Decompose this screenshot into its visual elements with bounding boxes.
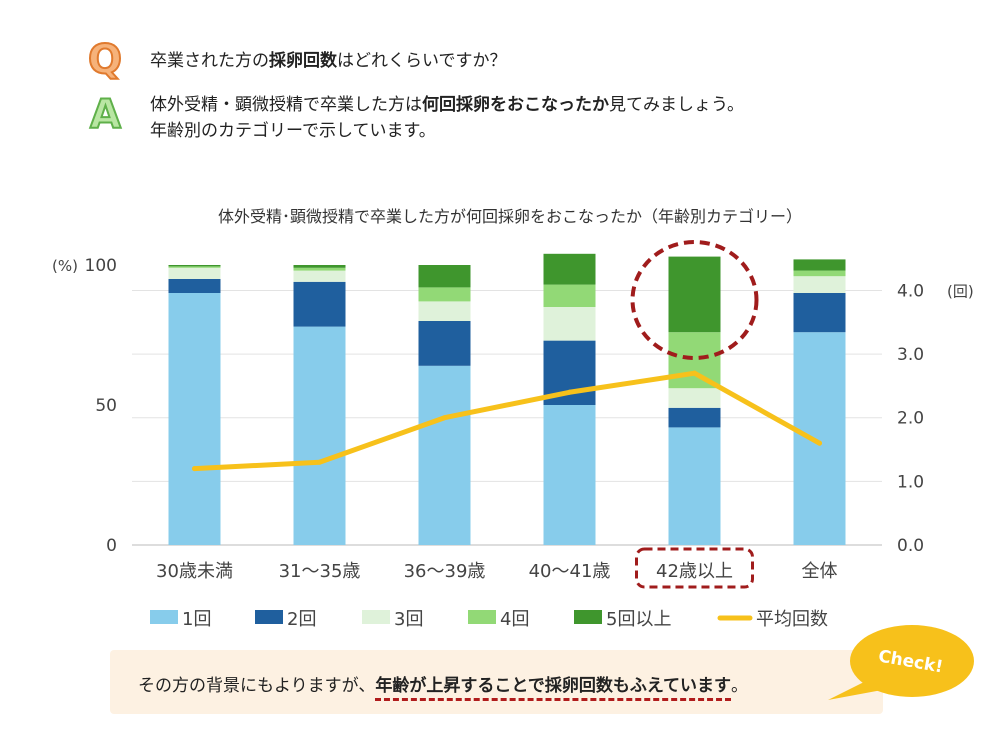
category-label: 40～41歳 bbox=[529, 561, 611, 582]
category-label: 全体 bbox=[802, 561, 838, 582]
note-emphasis: 年齢が上昇することで採卵回数もふえています bbox=[375, 676, 731, 701]
bar-segment bbox=[793, 332, 846, 545]
category-label: 42歳以上 bbox=[656, 561, 733, 582]
category-label: 31～35歳 bbox=[279, 561, 361, 582]
average-point bbox=[567, 389, 572, 395]
bar-segment bbox=[293, 267, 346, 271]
bar-segment bbox=[418, 265, 471, 288]
average-point bbox=[817, 440, 822, 446]
bar-segment bbox=[793, 276, 846, 293]
legend-label: 4回 bbox=[500, 609, 529, 630]
right-tick-label: 4.0 bbox=[897, 281, 924, 301]
bar-segment bbox=[168, 293, 221, 545]
bar-segment bbox=[168, 267, 221, 279]
bar-segment bbox=[668, 407, 721, 428]
average-point bbox=[317, 459, 322, 465]
legend-label: 1回 bbox=[182, 609, 211, 630]
check-bubble-shape bbox=[850, 625, 974, 697]
average-point bbox=[442, 415, 447, 421]
a-icon: A bbox=[89, 92, 122, 138]
category-highlight-box bbox=[635, 547, 754, 589]
bar-segment bbox=[168, 266, 221, 268]
legend-swatch bbox=[255, 610, 283, 624]
bar-segment bbox=[543, 405, 596, 545]
legend-swatch bbox=[468, 610, 496, 624]
right-tick-label: 3.0 bbox=[897, 345, 924, 365]
question-text: 卒業された方の採卵回数はどれくらいですか？ bbox=[150, 48, 507, 74]
bar-segment bbox=[668, 256, 721, 333]
legend-label: 3回 bbox=[394, 609, 423, 630]
left-tick-label: 100 bbox=[85, 256, 117, 276]
left-axis-unit: (%) bbox=[52, 257, 78, 275]
bar-segment bbox=[168, 265, 221, 267]
note-box bbox=[110, 650, 883, 714]
bar-segment bbox=[293, 265, 346, 268]
average-line bbox=[192, 370, 822, 472]
left-tick-label: 50 bbox=[95, 396, 117, 416]
legend-label: 平均回数 bbox=[756, 609, 828, 630]
bar-segment bbox=[668, 332, 721, 389]
bar-segment bbox=[418, 365, 471, 545]
right-axis-unit: (回) bbox=[947, 282, 974, 300]
q-icon: Q bbox=[87, 37, 123, 83]
top-segment-highlight-circle bbox=[630, 240, 759, 360]
question-bold: 採卵回数 bbox=[269, 51, 337, 71]
answer-text: 体外受精・顕微授精で卒業した方は何回採卵をおこなったか見てみましょう。 年齢別の… bbox=[150, 92, 744, 144]
average-point bbox=[692, 370, 697, 376]
bar-segment bbox=[293, 270, 346, 282]
bar-segment bbox=[418, 287, 471, 302]
legend-label: 2回 bbox=[287, 609, 316, 630]
answer-line2: 年齢別のカテゴリーで示しています。 bbox=[150, 121, 436, 141]
bar-segment bbox=[293, 326, 346, 545]
note-text: その方の背景にもよりますが、年齢が上昇することで採卵回数もふえています。 bbox=[138, 674, 748, 701]
bar-segment bbox=[793, 270, 846, 277]
category-label: 36～39歳 bbox=[404, 561, 486, 582]
bar-segment bbox=[668, 388, 721, 408]
bar-segment bbox=[418, 301, 471, 321]
legend-swatch bbox=[362, 610, 390, 624]
average-point bbox=[192, 466, 197, 472]
right-tick-label: 0.0 bbox=[897, 536, 924, 556]
legend-swatch bbox=[150, 610, 178, 624]
answer-line1-after: 見てみましょう。 bbox=[609, 95, 744, 115]
check-bubble-tail bbox=[828, 680, 882, 700]
right-tick-label: 2.0 bbox=[897, 409, 924, 429]
bar-segment bbox=[543, 253, 596, 285]
answer-line1-before: 体外受精・顕微授精で卒業した方は bbox=[150, 95, 422, 115]
note-before: その方の背景にもよりますが、 bbox=[138, 676, 376, 696]
answer-line1-bold: 何回採卵をおこなったか bbox=[422, 95, 609, 115]
right-tick-label: 1.0 bbox=[897, 472, 924, 492]
bar-segment bbox=[168, 279, 221, 293]
chart-title: 体外受精･顕微授精で卒業した方が何回採卵をおこなったか（年齢別カテゴリー） bbox=[218, 207, 802, 226]
bar-segment bbox=[418, 321, 471, 366]
question-after: はどれくらいですか？ bbox=[337, 51, 507, 71]
legend-label: 5回以上 bbox=[606, 609, 671, 630]
legend-swatch bbox=[574, 610, 602, 624]
bar-segment bbox=[793, 293, 846, 333]
bar-segment bbox=[668, 427, 721, 545]
note-after: 。 bbox=[730, 676, 748, 696]
left-tick-label: 0 bbox=[106, 536, 117, 556]
bar-segment bbox=[293, 281, 346, 327]
bar-segment bbox=[543, 284, 596, 307]
bar-segment bbox=[543, 307, 596, 341]
bar-segment bbox=[793, 259, 846, 271]
question-before: 卒業された方の bbox=[150, 51, 269, 71]
category-label: 30歳未満 bbox=[156, 561, 233, 582]
